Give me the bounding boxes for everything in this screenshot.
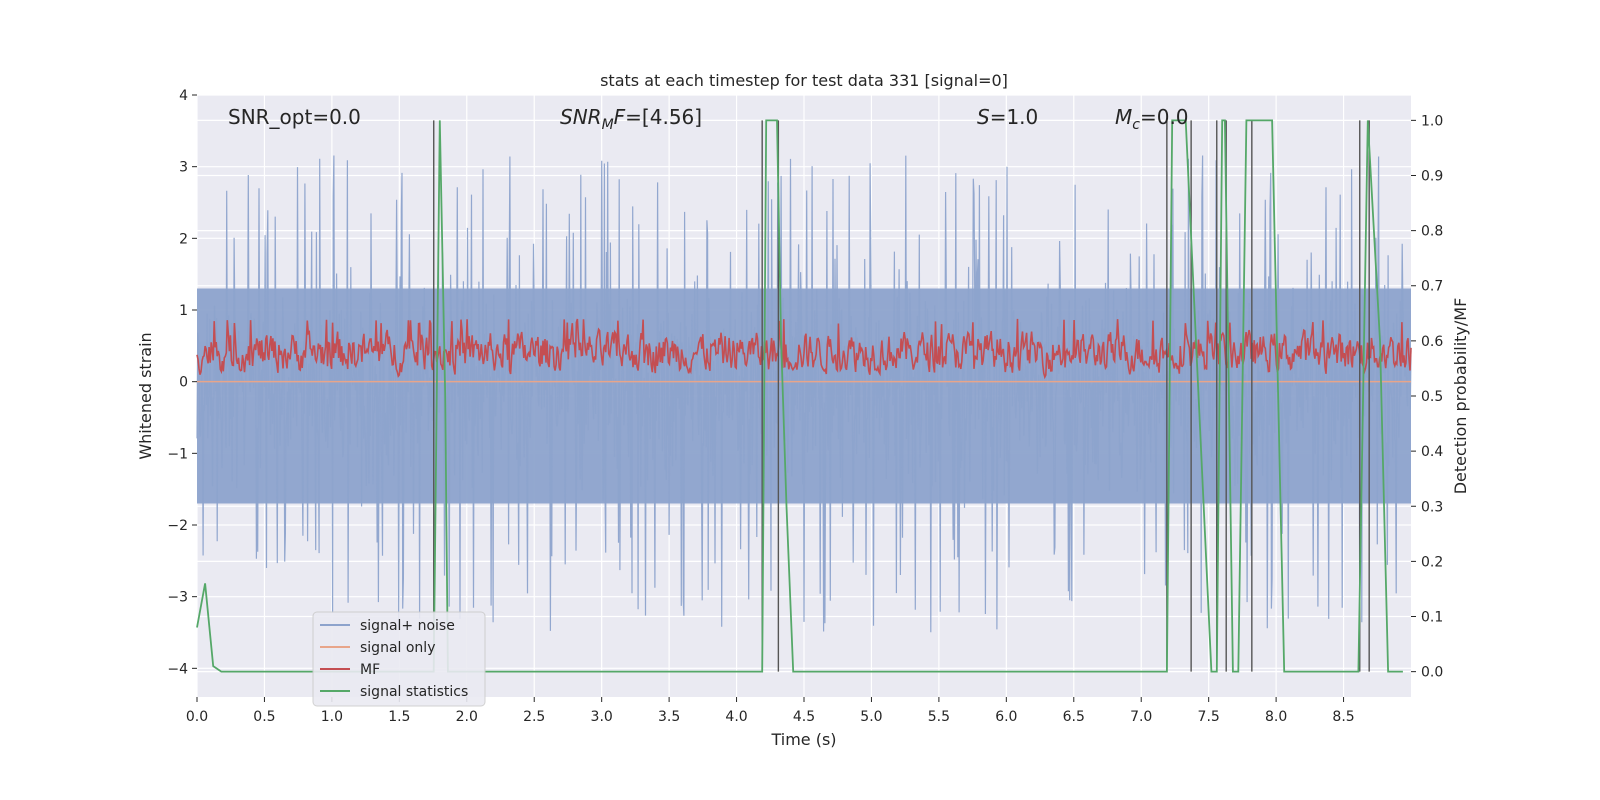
x-tick-label: 3.0 [591, 709, 613, 725]
x-tick-label: 1.0 [321, 709, 343, 725]
legend-label: signal statistics [360, 684, 468, 700]
y2-tick-label: 0.8 [1421, 224, 1443, 240]
y2-tick-label: 1.0 [1421, 113, 1443, 129]
legend-label: MF [360, 662, 380, 678]
y2-tick-label: 0.0 [1421, 665, 1443, 681]
y-tick-label: 0 [179, 375, 188, 391]
x-tick-label: 6.5 [1063, 709, 1085, 725]
x-tick-label: 7.5 [1198, 709, 1220, 725]
x-tick-label: 3.5 [658, 709, 680, 725]
noise-trace [196, 155, 1412, 633]
y2-tick-label: 0.3 [1421, 499, 1443, 515]
annotation-text: SNR_opt=0.0 [228, 105, 361, 129]
y2-tick-label: 0.4 [1421, 444, 1443, 460]
legend-box [312, 611, 486, 707]
legend-label: signal only [360, 640, 435, 656]
vertical-markers [433, 120, 1370, 672]
x-axis-label: Time (s) [770, 730, 836, 749]
annotation-part: S [977, 105, 990, 129]
annotation-part: M [602, 117, 614, 133]
x-tick-label: 0.0 [186, 709, 208, 725]
x-tick-label: 1.5 [388, 709, 410, 725]
y2-tick-label: 0.2 [1421, 554, 1443, 570]
annotation-text: Mc=0.0 [1115, 105, 1189, 133]
y-tick-label: 1 [179, 303, 188, 319]
x-tick-label: 7.0 [1130, 709, 1152, 725]
x-tick-label: 4.0 [725, 709, 747, 725]
annotation-part: =0.0 [1140, 105, 1189, 129]
x-tick-label: 0.5 [253, 709, 275, 725]
y-tick-label: −3 [167, 590, 188, 606]
x-tick-label: 8.5 [1332, 709, 1354, 725]
annotation-text: S=1.0 [977, 105, 1038, 129]
x-tick-label: 2.5 [523, 709, 545, 725]
y-tick-label: −1 [167, 446, 188, 462]
y-tick-label: 3 [179, 160, 188, 176]
y2-tick-label: 0.1 [1421, 610, 1443, 626]
axis-ticks: 0.0 0.5 1.0 1.5 2.0 2.5 3.0 3.5 4.0 4.5 5.0 5.5 6.0 6… [167, 88, 1443, 725]
annotation-part: F [614, 105, 626, 129]
annotation-part: SNR [560, 105, 602, 129]
annotation-part: =[4.56] [625, 105, 702, 129]
y2-axis-label: Detection probability/MF [1451, 298, 1470, 495]
series-mf [196, 318, 1412, 380]
y2-tick-label: 0.6 [1421, 334, 1443, 350]
y2-tick-label: 0.5 [1421, 389, 1443, 405]
annotation-part: M [1115, 105, 1132, 129]
series-layer [196, 119, 1412, 673]
y-tick-label: 2 [179, 231, 188, 247]
annotation-part: c [1132, 117, 1140, 133]
y-tick-label: −2 [167, 518, 188, 534]
chart-title: stats at each timestep for test data 331… [600, 71, 1008, 90]
annotations: SNR_opt=0.0 SNRMF=[4.56] S=1.0 Mc=0.0 [228, 105, 1189, 133]
annotation-part: =1.0 [990, 105, 1039, 129]
annotation-text: SNRMF=[4.56] [560, 105, 702, 133]
y-tick-label: 4 [179, 88, 188, 104]
x-tick-label: 8.0 [1265, 709, 1287, 725]
x-tick-label: 6.0 [995, 709, 1017, 725]
legend-label: signal+ noise [360, 618, 455, 634]
y-tick-label: −4 [167, 661, 188, 677]
legend: signal+ noise signal only MF signal statist… [312, 611, 486, 707]
series-signal-statistics [196, 119, 1403, 673]
x-tick-label: 2.0 [456, 709, 478, 725]
x-tick-label: 4.5 [793, 709, 815, 725]
y-axis-label: Whitened strain [136, 332, 155, 459]
y2-tick-label: 0.9 [1421, 168, 1443, 184]
x-tick-label: 5.0 [860, 709, 882, 725]
x-tick-label: 5.5 [928, 709, 950, 725]
y2-tick-label: 0.7 [1421, 279, 1443, 295]
annotation-part: SNR_opt=0.0 [228, 105, 361, 129]
